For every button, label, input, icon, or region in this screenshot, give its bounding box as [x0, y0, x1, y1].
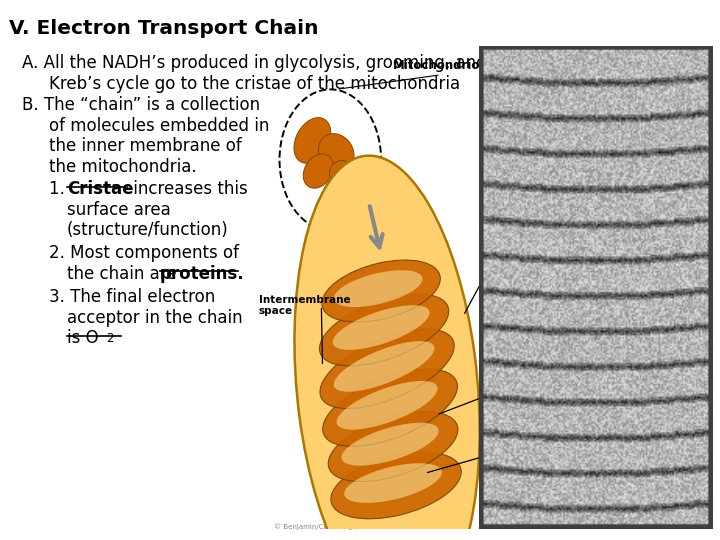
Ellipse shape	[294, 118, 330, 163]
Ellipse shape	[337, 381, 438, 430]
Text: (structure/function): (structure/function)	[67, 221, 229, 239]
Ellipse shape	[330, 160, 358, 190]
Ellipse shape	[333, 270, 423, 307]
Ellipse shape	[320, 329, 454, 409]
Text: Intermembrane
space: Intermembrane space	[258, 295, 350, 316]
Text: Inner
membrane: Inner membrane	[482, 373, 546, 394]
Ellipse shape	[333, 305, 430, 350]
Text: increases this: increases this	[128, 180, 248, 198]
Text: Kreb’s cycle go to the cristae of the mitochondria: Kreb’s cycle go to the cristae of the mi…	[49, 75, 460, 92]
Text: 2: 2	[107, 332, 114, 345]
Text: the inner membrane of: the inner membrane of	[49, 137, 242, 155]
Ellipse shape	[323, 369, 457, 447]
Ellipse shape	[328, 411, 458, 482]
Text: 3. The final electron: 3. The final electron	[49, 288, 215, 306]
Ellipse shape	[318, 134, 354, 171]
Ellipse shape	[322, 260, 441, 322]
Text: A. All the NADH’s produced in glycolysis, grooming, and: A. All the NADH’s produced in glycolysis…	[22, 54, 486, 72]
Ellipse shape	[294, 156, 480, 540]
Text: B. The “chain” is a collection: B. The “chain” is a collection	[22, 96, 260, 114]
Text: Mitochondrion: Mitochondrion	[393, 58, 489, 72]
Text: Cristae: Cristae	[504, 442, 546, 451]
Ellipse shape	[341, 423, 438, 465]
Text: © Benjamin/Cummings, Inc.: © Benjamin/Cummings, Inc.	[274, 524, 373, 530]
Text: Outer
membrane: Outer membrane	[482, 202, 546, 224]
Text: 2. Most components of: 2. Most components of	[49, 244, 239, 262]
Text: proteins.: proteins.	[160, 265, 245, 282]
Ellipse shape	[344, 463, 442, 503]
Text: V. Electron Transport Chain: V. Electron Transport Chain	[9, 19, 318, 38]
Text: Matrix: Matrix	[508, 495, 546, 505]
Text: Cristae: Cristae	[67, 180, 133, 198]
Text: is O: is O	[67, 329, 99, 347]
Ellipse shape	[320, 294, 449, 366]
Text: the mitochondria.: the mitochondria.	[49, 158, 197, 176]
Text: 1.: 1.	[49, 180, 70, 198]
Ellipse shape	[334, 341, 434, 392]
Text: surface area: surface area	[67, 201, 171, 219]
Ellipse shape	[303, 154, 333, 188]
Text: the chain are: the chain are	[67, 265, 181, 282]
Text: of molecules embedded in: of molecules embedded in	[49, 117, 269, 134]
Ellipse shape	[331, 452, 462, 519]
Text: acceptor in the chain: acceptor in the chain	[67, 309, 243, 327]
